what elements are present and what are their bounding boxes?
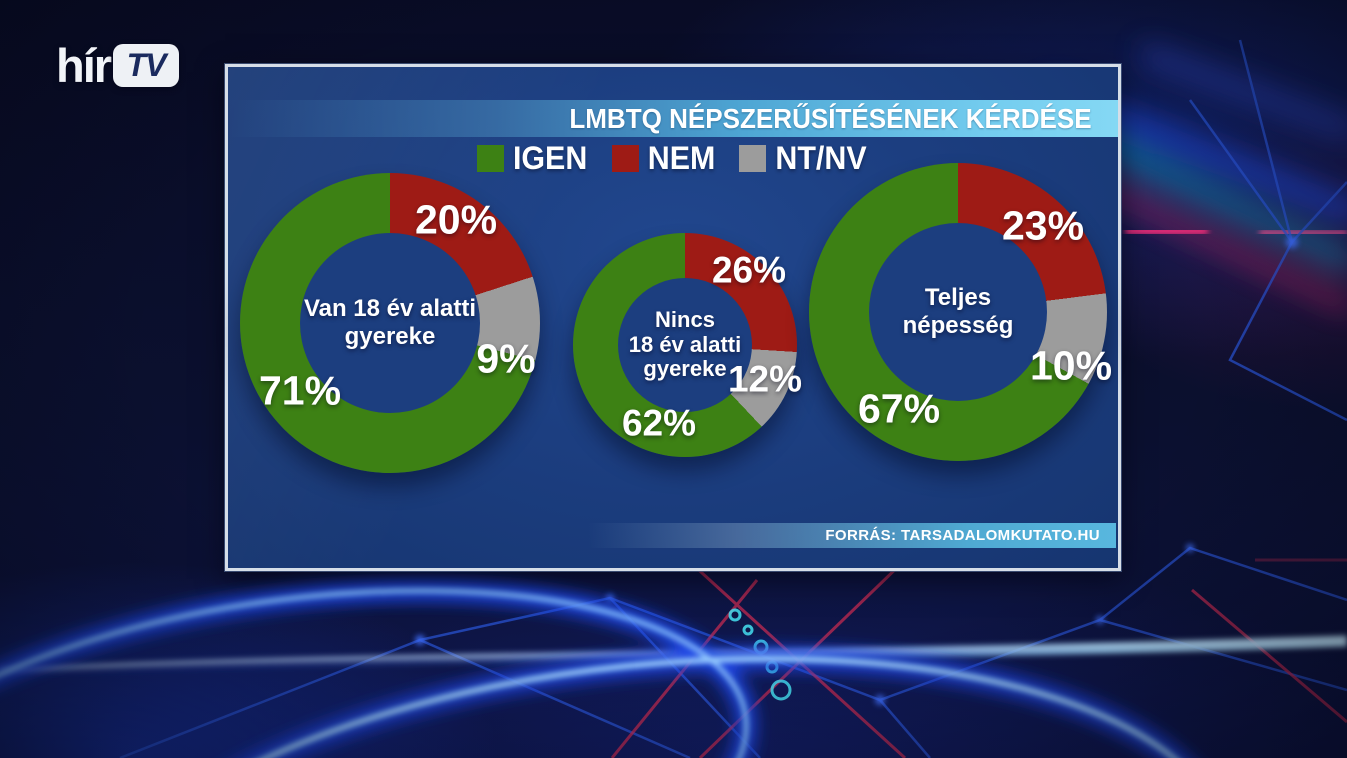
donut-center-label: Nincs 18 év alatti gyereke bbox=[628, 307, 742, 382]
donut-chart-nincs-18-ev-alatti: Nincs 18 év alatti gyereke 26% 12% 62% bbox=[573, 233, 802, 457]
legend-item-nem: NEM bbox=[611, 140, 717, 176]
donut-hole bbox=[300, 233, 480, 413]
source-bar: FORRÁS: TARSADALOMKUTATO.HU bbox=[588, 523, 1116, 548]
donut-chart-teljes-nepesseg: Teljes népesség 23% 10% 67% bbox=[809, 163, 1112, 461]
donut-hole bbox=[868, 222, 1048, 402]
legend-swatch-ntnv bbox=[738, 144, 766, 172]
legend-item-igen: IGEN bbox=[477, 142, 589, 174]
legend-swatch-igen bbox=[477, 144, 505, 172]
chart-title: LMBTQ NÉPSZERŰSÍTÉSÉNEK KÉRDÉSE bbox=[569, 102, 1092, 134]
value-label-igen: 62% bbox=[621, 402, 697, 444]
value-label-ntnv: 9% bbox=[476, 335, 536, 382]
hirtv-logo-tv-badge: TV bbox=[113, 44, 180, 87]
source-text: FORRÁS: TARSADALOMKUTATO.HU bbox=[825, 527, 1100, 544]
donut-hole bbox=[617, 277, 753, 413]
legend-swatch-nem bbox=[611, 144, 639, 172]
value-label-nem: 26% bbox=[711, 249, 787, 291]
value-label-ntnv: 12% bbox=[727, 358, 803, 400]
value-label-igen: 67% bbox=[857, 385, 941, 432]
value-label-nem: 20% bbox=[414, 196, 498, 243]
value-label-nem: 23% bbox=[1001, 202, 1085, 249]
legend-label-ntnv: NT/NV bbox=[775, 140, 867, 176]
donut-center-label: Teljes népesség bbox=[902, 284, 1014, 339]
hirtv-logo: hír TV bbox=[56, 39, 180, 92]
legend-label-igen: IGEN bbox=[513, 140, 588, 176]
value-label-igen: 71% bbox=[258, 367, 342, 414]
donut-chart-van-18-ev-alatti: Van 18 év alatti gyereke 20% 9% 71% bbox=[240, 173, 540, 473]
value-label-ntnv: 10% bbox=[1029, 342, 1113, 389]
legend-label-nem: NEM bbox=[647, 140, 715, 176]
hirtv-logo-text: hír bbox=[56, 39, 112, 92]
legend-item-ntnv: NT/NV bbox=[738, 140, 869, 176]
donut-center-label: Van 18 év alatti gyereke bbox=[303, 295, 477, 350]
chart-panel: LMBTQ NÉPSZERŰSÍTÉSÉNEK KÉRDÉSE IGEN NEM… bbox=[225, 64, 1121, 571]
chart-legend: IGEN NEM NT/NV bbox=[228, 139, 1118, 177]
chart-title-bar: LMBTQ NÉPSZERŰSÍTÉSÉNEK KÉRDÉSE bbox=[228, 100, 1118, 137]
